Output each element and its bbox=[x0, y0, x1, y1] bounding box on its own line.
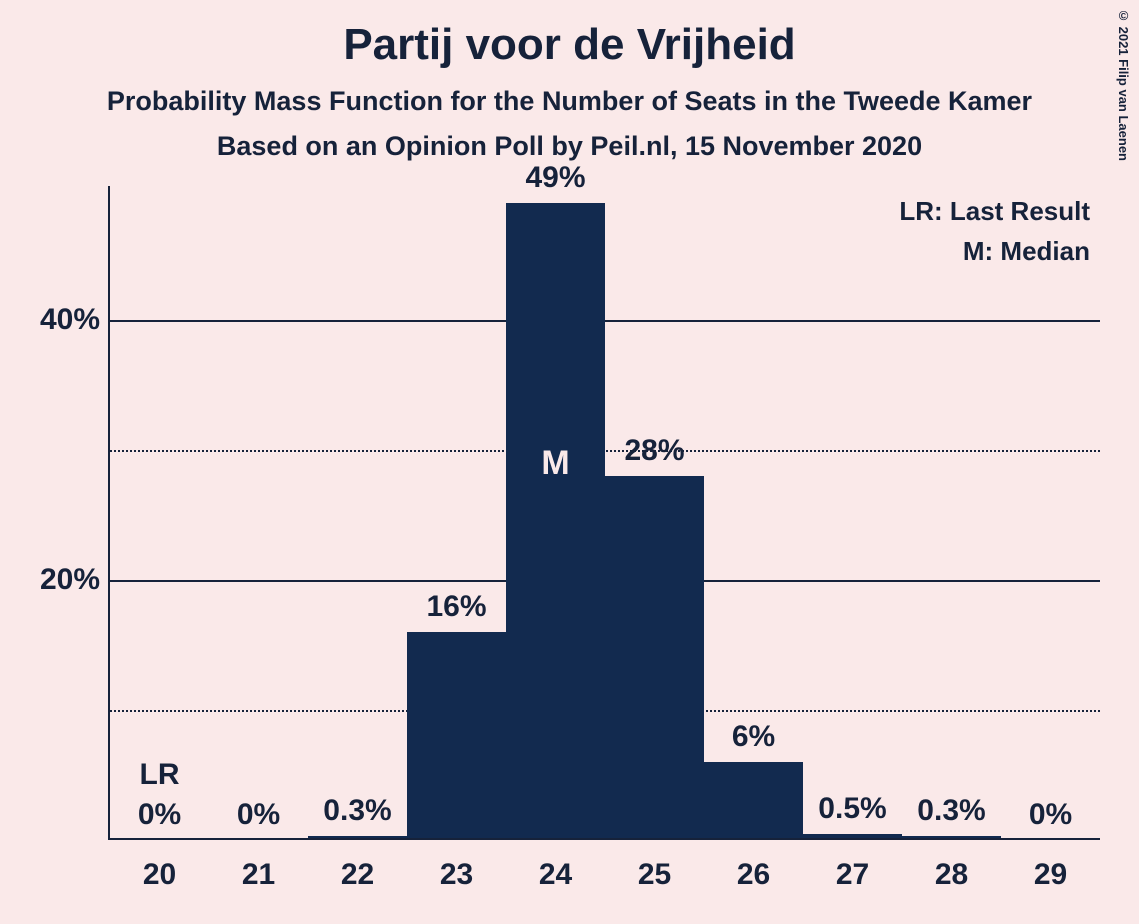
bar-column: 6%26 bbox=[704, 190, 803, 840]
bar-value-label: 0.3% bbox=[902, 794, 1001, 828]
x-tick-label: 28 bbox=[902, 858, 1001, 892]
x-axis-line bbox=[110, 838, 1100, 840]
bar-value-label: 0.5% bbox=[803, 792, 902, 826]
legend-lr: LR: Last Result bbox=[899, 196, 1090, 227]
y-tick-label: 20% bbox=[40, 563, 100, 597]
bar bbox=[506, 203, 605, 840]
bar-value-label: 49% bbox=[506, 161, 605, 195]
bar-value-label: 28% bbox=[605, 434, 704, 468]
bars-container: 0%LR200%210.3%2216%2349%M2428%256%260.5%… bbox=[110, 190, 1100, 840]
bar-column: 0%29 bbox=[1001, 190, 1100, 840]
bar-column: 28%25 bbox=[605, 190, 704, 840]
bar bbox=[605, 476, 704, 840]
legend-median: M: Median bbox=[963, 236, 1090, 267]
x-tick-label: 22 bbox=[308, 858, 407, 892]
x-tick-label: 20 bbox=[110, 858, 209, 892]
x-tick-label: 25 bbox=[605, 858, 704, 892]
x-tick-label: 23 bbox=[407, 858, 506, 892]
bar-column: 0.3%22 bbox=[308, 190, 407, 840]
bar-column: 0.3%28 bbox=[902, 190, 1001, 840]
bar-value-label: 0% bbox=[1001, 798, 1100, 832]
bar-value-label: 6% bbox=[704, 720, 803, 754]
chart-subtitle-2: Based on an Opinion Poll by Peil.nl, 15 … bbox=[0, 131, 1139, 162]
bar-column: 49%M24 bbox=[506, 190, 605, 840]
bar-column: 0.5%27 bbox=[803, 190, 902, 840]
chart-title: Partij voor de Vrijheid bbox=[0, 0, 1139, 70]
bar-value-label: 0.3% bbox=[308, 794, 407, 828]
x-tick-label: 24 bbox=[506, 858, 605, 892]
median-marker: M bbox=[541, 444, 569, 483]
x-tick-label: 27 bbox=[803, 858, 902, 892]
x-tick-label: 29 bbox=[1001, 858, 1100, 892]
copyright-text: © 2021 Filip van Laenen bbox=[1116, 8, 1131, 161]
x-tick-label: 21 bbox=[209, 858, 308, 892]
bar-column: 16%23 bbox=[407, 190, 506, 840]
chart-subtitle-1: Probability Mass Function for the Number… bbox=[0, 86, 1139, 117]
bar-value-label: 16% bbox=[407, 590, 506, 624]
pmf-bar-chart: 20%40% 0%LR200%210.3%2216%2349%M2428%256… bbox=[110, 190, 1100, 840]
bar bbox=[704, 762, 803, 840]
y-tick-label: 40% bbox=[40, 303, 100, 337]
bar bbox=[407, 632, 506, 840]
bar-value-label: 0% bbox=[110, 798, 209, 832]
lr-marker: LR bbox=[110, 758, 209, 792]
x-tick-label: 26 bbox=[704, 858, 803, 892]
bar-column: 0%21 bbox=[209, 190, 308, 840]
bar-value-label: 0% bbox=[209, 798, 308, 832]
bar-column: 0%LR20 bbox=[110, 190, 209, 840]
